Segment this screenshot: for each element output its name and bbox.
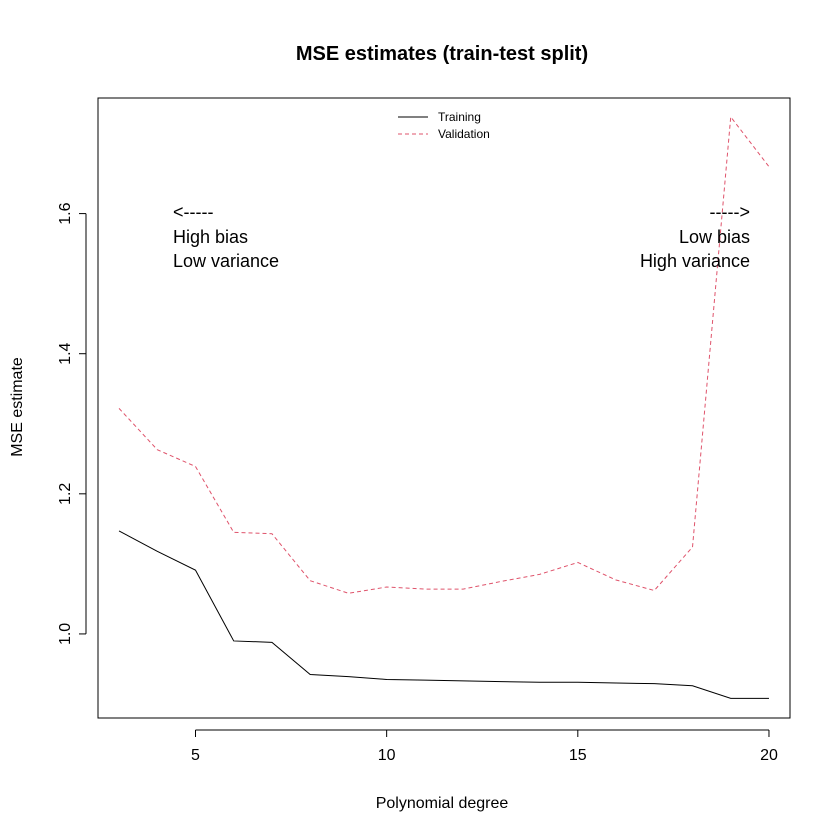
x-axis-label: Polynomial degree xyxy=(376,795,509,812)
x-tick-label: 5 xyxy=(191,747,200,764)
x-tick-label: 20 xyxy=(760,747,778,764)
legend: Training Validation xyxy=(398,110,490,141)
x-tick-label: 15 xyxy=(569,747,587,764)
annotation-right-arrow: -----> xyxy=(710,202,750,222)
x-axis: 5 10 15 20 xyxy=(191,729,778,764)
legend-label-training: Training xyxy=(438,110,481,124)
annotation-left-line2: Low variance xyxy=(173,251,279,271)
annotation-right-line1: Low bias xyxy=(679,227,750,247)
series-line-training xyxy=(118,530,769,699)
annotations: <----- High bias Low variance -----> Low… xyxy=(173,202,750,271)
y-tick-label: 1.2 xyxy=(57,483,74,505)
x-tick-label: 10 xyxy=(378,747,396,764)
y-tick-label: 1.0 xyxy=(57,623,74,645)
legend-label-validation: Validation xyxy=(438,127,490,141)
annotation-left-line1: High bias xyxy=(173,227,248,247)
y-axis: 1.0 1.2 1.4 1.6 xyxy=(57,202,87,645)
annotation-right-line2: High variance xyxy=(640,251,750,271)
annotation-left-arrow: <----- xyxy=(173,202,213,222)
plot-frame xyxy=(97,97,791,719)
y-tick-label: 1.4 xyxy=(57,342,74,364)
series-line-validation xyxy=(118,115,770,594)
series-layer xyxy=(118,115,770,699)
y-axis-label: MSE estimate xyxy=(9,357,26,457)
y-tick-label: 1.6 xyxy=(57,202,74,224)
chart-title: MSE estimates (train-test split) xyxy=(296,43,588,65)
